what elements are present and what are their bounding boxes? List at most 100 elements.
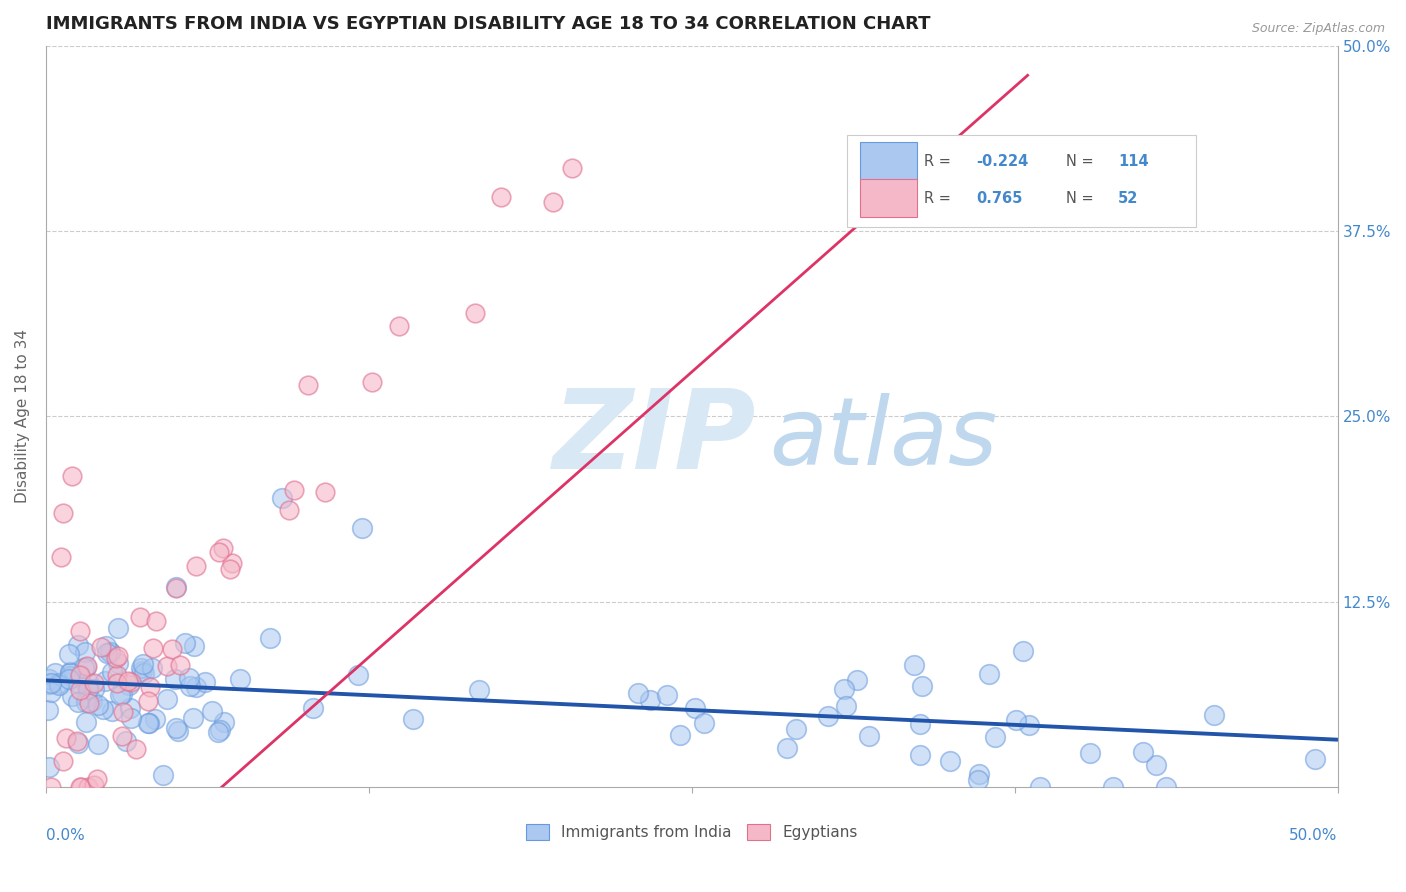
- Point: [105, 668, 128, 682]
- Text: 114: 114: [1118, 153, 1149, 169]
- Point: [93, 673, 115, 688]
- Point: [104, 651, 127, 665]
- Point: [73, 645, 96, 659]
- Point: [259, 631, 281, 645]
- Point: [66, 638, 89, 652]
- Point: [683, 700, 706, 714]
- Point: [186, 680, 208, 694]
- Point: [858, 729, 880, 743]
- Point: [101, 704, 124, 718]
- Point: [118, 678, 141, 692]
- Point: [69, 624, 91, 639]
- Point: [817, 709, 839, 723]
- Point: [967, 772, 990, 787]
- Point: [128, 610, 150, 624]
- Point: [55, 731, 77, 745]
- Point: [1005, 714, 1028, 728]
- Point: [120, 711, 142, 725]
- Point: [58, 672, 80, 686]
- Point: [66, 695, 89, 709]
- Point: [669, 728, 692, 742]
- Point: [37, 703, 59, 717]
- Text: 0.765: 0.765: [976, 191, 1022, 206]
- Point: [489, 190, 512, 204]
- Text: -0.224: -0.224: [976, 153, 1028, 169]
- Point: [98, 645, 121, 659]
- Point: [1078, 746, 1101, 760]
- Point: [58, 668, 80, 682]
- Point: [543, 195, 565, 210]
- Point: [38, 760, 60, 774]
- Text: 52: 52: [1118, 191, 1139, 206]
- Point: [129, 661, 152, 675]
- Point: [221, 556, 243, 570]
- Point: [41, 780, 63, 794]
- Point: [301, 700, 323, 714]
- Point: [173, 635, 195, 649]
- Point: [297, 377, 319, 392]
- Point: [627, 686, 650, 700]
- Point: [139, 680, 162, 694]
- Point: [110, 688, 132, 702]
- Point: [1202, 707, 1225, 722]
- Point: [939, 754, 962, 768]
- Point: [270, 491, 292, 505]
- Point: [120, 675, 142, 690]
- Point: [87, 698, 110, 713]
- Point: [212, 714, 235, 729]
- Point: [136, 716, 159, 731]
- Y-axis label: Disability Age 18 to 34: Disability Age 18 to 34: [15, 329, 30, 503]
- Point: [75, 715, 97, 730]
- Point: [388, 319, 411, 334]
- Point: [52, 754, 75, 768]
- Point: [967, 767, 990, 781]
- Point: [347, 668, 370, 682]
- Point: [638, 692, 661, 706]
- Point: [132, 657, 155, 671]
- Point: [283, 483, 305, 497]
- Point: [832, 682, 855, 697]
- Point: [69, 682, 91, 697]
- Point: [48, 675, 70, 690]
- Point: [207, 725, 229, 739]
- Point: [79, 676, 101, 690]
- Point: [785, 722, 807, 736]
- Point: [212, 541, 235, 555]
- Point: [60, 468, 83, 483]
- Point: [72, 661, 94, 675]
- Point: [67, 736, 90, 750]
- Point: [835, 698, 858, 713]
- Point: [142, 641, 165, 656]
- Point: [1012, 644, 1035, 658]
- Point: [58, 665, 80, 679]
- Point: [1132, 745, 1154, 759]
- Point: [165, 673, 187, 687]
- Point: [977, 667, 1000, 681]
- Point: [219, 562, 242, 576]
- Point: [1154, 780, 1177, 794]
- Point: [1102, 780, 1125, 794]
- Point: [86, 772, 108, 786]
- FancyBboxPatch shape: [846, 135, 1195, 227]
- Point: [776, 740, 799, 755]
- Point: [208, 545, 231, 559]
- Text: R =: R =: [924, 191, 952, 206]
- Point: [94, 639, 117, 653]
- Point: [910, 717, 932, 731]
- Point: [114, 734, 136, 748]
- Point: [179, 679, 201, 693]
- Point: [134, 665, 156, 680]
- Point: [79, 696, 101, 710]
- Point: [69, 780, 91, 794]
- Legend: Immigrants from India, Egyptians: Immigrants from India, Egyptians: [520, 818, 863, 847]
- Point: [96, 646, 118, 660]
- Point: [184, 558, 207, 573]
- Point: [350, 521, 373, 535]
- Point: [156, 659, 179, 673]
- Point: [76, 659, 98, 673]
- Point: [39, 676, 62, 690]
- Point: [111, 705, 134, 719]
- Point: [200, 704, 222, 718]
- Point: [903, 657, 925, 672]
- Point: [152, 767, 174, 781]
